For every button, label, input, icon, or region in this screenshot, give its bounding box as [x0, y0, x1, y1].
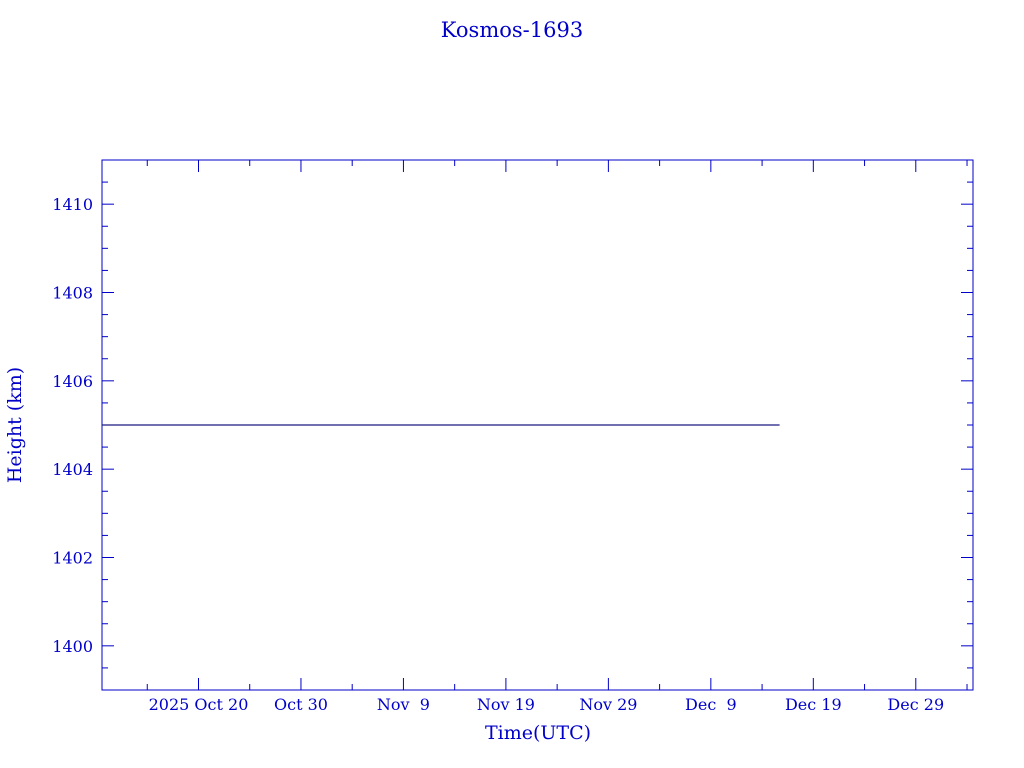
- chart-title: Kosmos-1693: [441, 18, 583, 42]
- y-tick-label: 1400: [52, 637, 93, 656]
- x-tick-label: Dec 29: [887, 695, 944, 714]
- x-axis-label: Time(UTC): [485, 722, 591, 744]
- y-tick-label: 1410: [52, 195, 93, 214]
- x-tick-label: Oct 30: [274, 695, 328, 714]
- y-axis-label: Height (km): [4, 367, 26, 483]
- y-tick-label: 1402: [52, 549, 93, 568]
- y-tick-label: 1408: [52, 284, 93, 303]
- y-tick-label: 1406: [52, 372, 93, 391]
- x-tick-label: Nov 29: [579, 695, 637, 714]
- x-tick-label: Nov 9: [377, 695, 430, 714]
- x-tick-label: Dec 19: [785, 695, 842, 714]
- x-tick-label: Nov 19: [477, 695, 535, 714]
- x-tick-label: Dec 9: [685, 695, 737, 714]
- x-tick-label: 2025 Oct 20: [149, 695, 249, 714]
- y-tick-label: 1404: [52, 460, 93, 479]
